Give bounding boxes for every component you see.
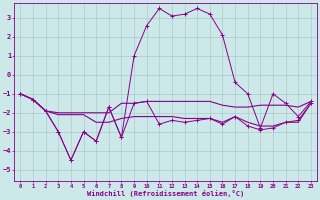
X-axis label: Windchill (Refroidissement éolien,°C): Windchill (Refroidissement éolien,°C) [87,190,244,197]
